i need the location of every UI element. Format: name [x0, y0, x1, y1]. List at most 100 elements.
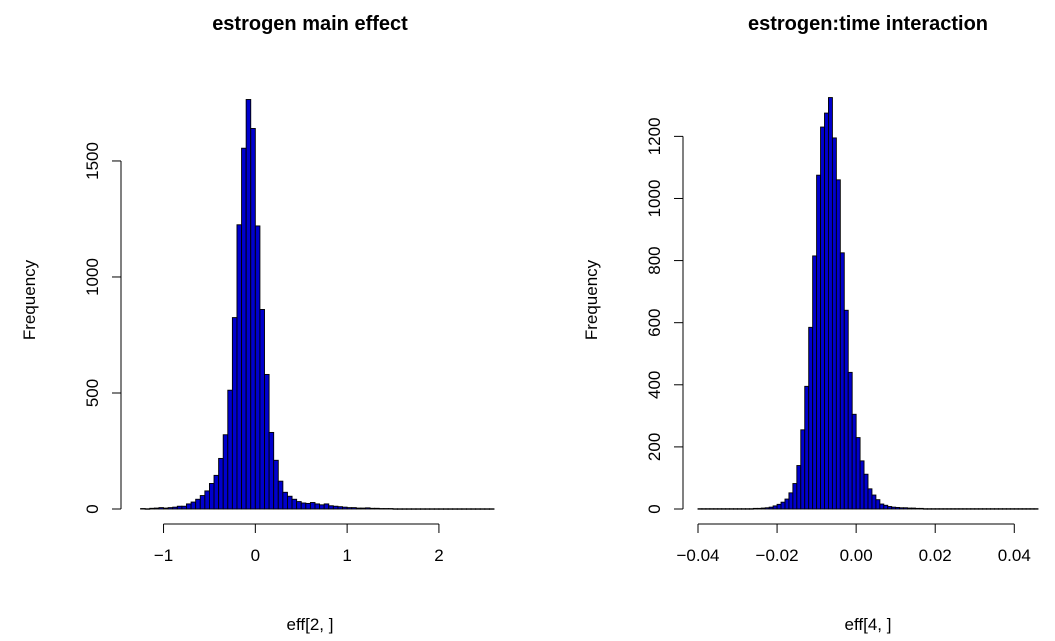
- histogram-bar: [709, 508, 715, 510]
- histogram-bar: [1029, 508, 1035, 510]
- histogram-bar: [918, 507, 924, 510]
- y-axis-label: Frequency: [582, 259, 601, 340]
- histogram-bar: [264, 373, 270, 510]
- histogram-bar: [851, 413, 857, 510]
- histogram-bar: [314, 503, 321, 510]
- histogram-bar: [479, 508, 486, 510]
- histogram-bar: [433, 508, 440, 510]
- histogram-bar: [452, 508, 458, 510]
- x-tick-label: −1: [154, 546, 173, 565]
- histogram-bar: [438, 508, 444, 510]
- histogram-bar: [305, 502, 311, 510]
- histogram-bar: [748, 508, 754, 510]
- histogram-bar: [756, 507, 762, 510]
- histogram-bar: [1005, 508, 1011, 510]
- histogram-bar: [268, 431, 275, 510]
- histogram-bar: [213, 474, 220, 510]
- y-tick-label: 1200: [645, 117, 664, 155]
- y-tick-label: 1000: [83, 258, 102, 296]
- histogram-bar: [788, 492, 794, 510]
- histogram-bar: [447, 508, 454, 510]
- histogram-bar: [309, 502, 316, 510]
- histogram-bar: [713, 508, 719, 510]
- histogram-bar: [950, 508, 956, 510]
- histogram-bar: [1017, 508, 1023, 510]
- histogram-bar: [1001, 508, 1007, 510]
- x-tick-label: 0.04: [998, 546, 1031, 565]
- histogram-bar: [337, 506, 343, 510]
- chart-title: estrogen main effect: [212, 13, 408, 35]
- histogram-bar: [741, 508, 746, 510]
- histogram-bar: [488, 508, 495, 510]
- histogram-bar: [186, 503, 192, 510]
- x-axis: −0.04 −0.02 0.00 0.02 0.04: [676, 523, 1031, 565]
- histogram-bar: [986, 508, 991, 510]
- y-tick-label: 400: [645, 371, 664, 399]
- histogram-bar: [470, 508, 477, 510]
- histogram-bar: [962, 508, 968, 510]
- histogram-bar: [914, 507, 920, 510]
- histogram-bar: [227, 389, 233, 510]
- histogram-bar: [410, 508, 417, 510]
- histogram-bar: [729, 508, 735, 510]
- histogram-bar: [342, 506, 348, 510]
- histogram-bar: [978, 508, 984, 510]
- histogram-bar: [461, 508, 467, 510]
- histogram-bar: [804, 385, 810, 510]
- histogram-bar: [942, 508, 948, 510]
- histogram-bar: [922, 508, 928, 510]
- histogram-bar: [1025, 508, 1031, 510]
- x-axis-label: eff[4, ]: [845, 615, 892, 634]
- histogram-bar: [776, 503, 782, 510]
- histogram-bar: [291, 498, 298, 510]
- panel-estrogen-time-interaction: estrogen:time interaction eff[4, ] Frequ…: [582, 13, 1039, 634]
- y-tick-label: 500: [83, 379, 102, 407]
- histogram-bar: [926, 508, 932, 510]
- histogram-bar: [938, 508, 944, 510]
- histogram-bar: [725, 508, 731, 510]
- histogram-bar: [764, 507, 770, 510]
- histogram-bar: [835, 179, 841, 510]
- histogram-bar: [907, 507, 912, 510]
- histogram-bar: [273, 459, 279, 510]
- histogram-bar: [241, 147, 247, 510]
- histogram-bar: [355, 507, 362, 510]
- histogram-bar: [875, 499, 881, 510]
- histogram-bar: [768, 506, 774, 510]
- histogram-bar: [140, 508, 146, 510]
- histogram-bar: [970, 508, 976, 510]
- histogram-bar: [800, 429, 806, 510]
- histogram-bar: [891, 506, 897, 510]
- histogram-bar: [392, 508, 399, 510]
- histogram-bar: [158, 507, 164, 510]
- histogram-bar: [867, 488, 873, 510]
- histogram-bar: [930, 508, 936, 510]
- chart-title: estrogen:time interaction: [748, 13, 988, 35]
- histogram-bar: [954, 508, 960, 510]
- histogram-bar: [1013, 508, 1019, 510]
- histogram-bar: [946, 508, 952, 510]
- histogram-bar: [172, 506, 178, 510]
- histogram-bar: [181, 505, 187, 510]
- histogram-bar: [899, 507, 905, 510]
- histogram-bar: [843, 309, 849, 510]
- histogram-bar: [296, 501, 302, 510]
- histogram-bar: [974, 508, 980, 510]
- histogram-bar: [300, 502, 307, 510]
- histogram-bar: [383, 508, 389, 510]
- histogram-bar: [847, 371, 853, 510]
- histogram-bar: [420, 508, 426, 510]
- histogram-bar: [717, 508, 723, 510]
- histogram-bar: [429, 508, 435, 510]
- y-tick-label: 1000: [645, 180, 664, 218]
- histogram-bar: [424, 508, 431, 510]
- histogram-bar: [784, 498, 790, 510]
- histogram-bar: [1021, 508, 1027, 510]
- histogram-bar: [1033, 508, 1039, 510]
- histogram-bar: [415, 508, 422, 510]
- histogram-bar: [323, 503, 330, 510]
- y-axis: 0 500 1000 1500: [83, 142, 122, 514]
- histogram-bar: [328, 505, 334, 510]
- histogram-bar: [369, 507, 376, 510]
- y-tick-label: 600: [645, 308, 664, 336]
